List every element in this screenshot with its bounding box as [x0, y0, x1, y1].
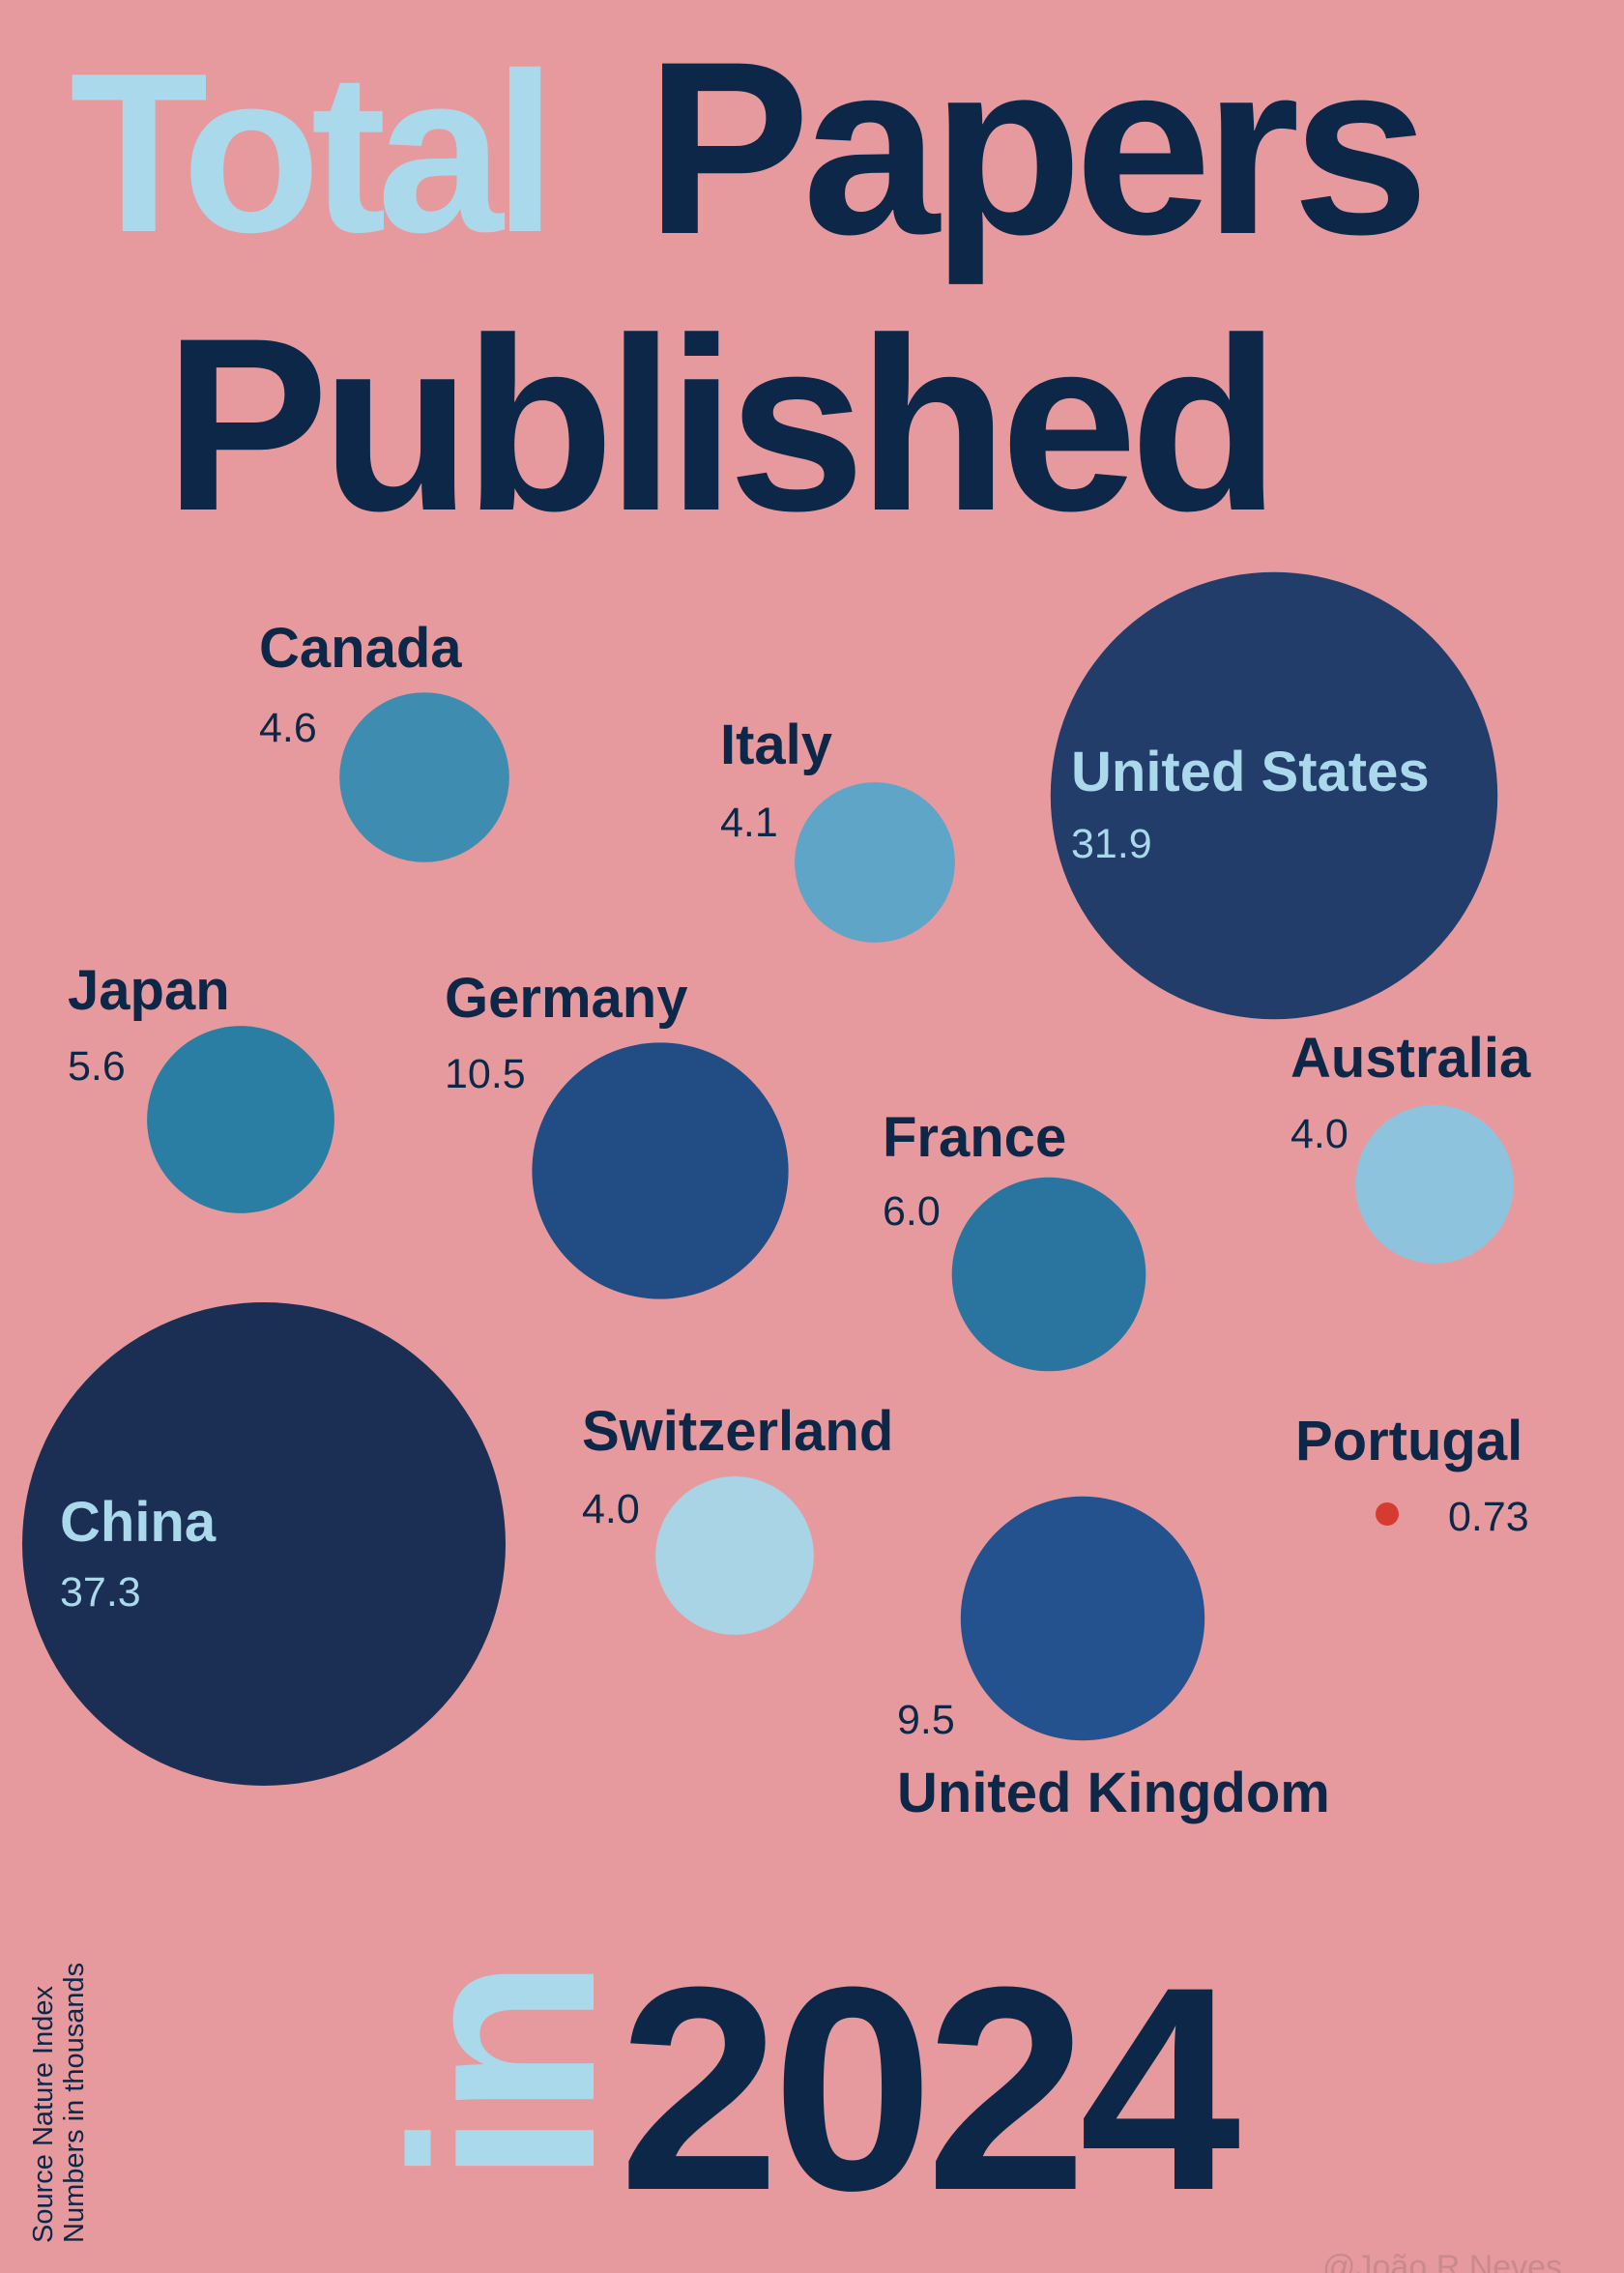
value-portugal: 0.73 — [1448, 1494, 1529, 1540]
label-portugal: Portugal — [1295, 1410, 1523, 1472]
value-italy: 4.1 — [720, 800, 778, 846]
label-france: France — [883, 1106, 1067, 1169]
title-word-total: Total — [70, 25, 557, 279]
bubble-germany — [532, 1042, 789, 1299]
bubble-united-states — [1050, 571, 1498, 1020]
value-australia: 4.0 — [1290, 1111, 1348, 1157]
source-note: Source Nature Index — [28, 1986, 59, 2243]
value-germany: 10.5 — [445, 1051, 526, 1097]
bubble-canada — [339, 692, 509, 862]
value-china: 37.3 — [60, 1569, 141, 1616]
value-switzerland: 4.0 — [582, 1486, 640, 1532]
label-germany: Germany — [445, 967, 688, 1030]
label-china: China — [60, 1491, 217, 1554]
bubble-united-kingdom — [960, 1496, 1205, 1741]
title-word-in: in — [359, 1964, 650, 2184]
value-france: 6.0 — [883, 1188, 941, 1235]
bubble-australia — [1355, 1105, 1514, 1264]
label-canada: Canada — [259, 617, 462, 680]
title-word-papers: Papers — [646, 11, 1430, 286]
title-year: 2024 — [619, 1926, 1240, 2251]
bubble-japan — [147, 1026, 334, 1213]
label-italy: Italy — [720, 714, 833, 776]
value-united-states: 31.9 — [1071, 821, 1152, 867]
bubble-france — [951, 1177, 1146, 1372]
value-japan: 5.6 — [68, 1043, 126, 1090]
label-switzerland: Switzerland — [582, 1400, 894, 1463]
label-united-kingdom: United Kingdom — [897, 1762, 1330, 1824]
footnote: Source Nature Index Numbers in thousands — [28, 1962, 91, 2243]
label-japan: Japan — [68, 959, 230, 1022]
bubble-portugal — [1376, 1502, 1399, 1526]
label-united-states: United States — [1071, 741, 1430, 803]
bubble-switzerland — [655, 1476, 814, 1635]
title-word-published: Published — [164, 287, 1280, 563]
bubble-china — [22, 1302, 506, 1786]
value-canada: 4.6 — [259, 705, 317, 751]
units-note: Numbers in thousands — [58, 1962, 90, 2243]
value-united-kingdom: 9.5 — [897, 1697, 955, 1743]
author-credit: @João R Neves — [1322, 2249, 1563, 2273]
label-australia: Australia — [1290, 1027, 1531, 1090]
bubble-italy — [795, 782, 955, 943]
